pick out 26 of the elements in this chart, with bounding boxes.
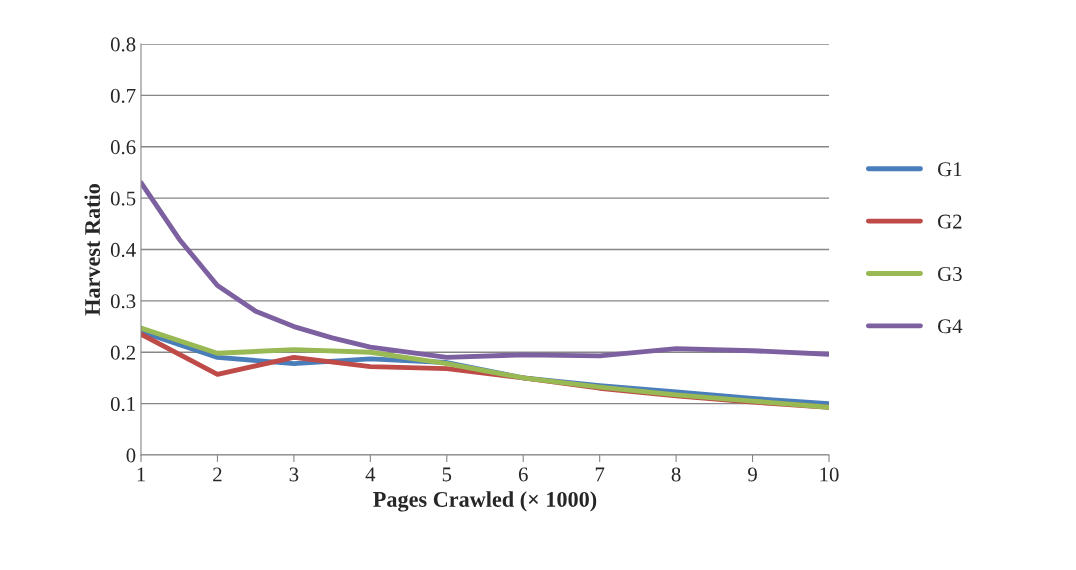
x-tick-label: 3 (289, 467, 299, 482)
y-axis-title: Harvest Ratio (84, 184, 101, 316)
x-tick-label: 10 (820, 467, 839, 482)
x-tick-label: 8 (671, 467, 681, 482)
y-tick-label: 0.7 (110, 88, 136, 103)
legend-label: G3 (938, 266, 962, 281)
line-series (141, 180, 829, 360)
x-tick-label: 7 (595, 467, 605, 482)
y-tick-label: 0.3 (110, 294, 136, 309)
y-tick-label: 0.8 (110, 37, 136, 52)
y-tick-label: 0.6 (110, 140, 136, 155)
y-tick-label: 0.4 (110, 242, 136, 258)
legend-label: G1 (938, 162, 962, 177)
x-axis-title: Pages Crawled (× 1000) (373, 491, 597, 512)
x-tick-label: 4 (365, 467, 376, 482)
legend-label: G2 (938, 214, 962, 229)
y-tick-label: 0.2 (110, 345, 135, 360)
x-tick-label: 9 (748, 467, 757, 482)
x-tick-label: 6 (518, 467, 528, 482)
y-tick-label: 0.5 (110, 191, 136, 206)
y-tick-label: 0.1 (110, 397, 135, 412)
x-tick-label: 5 (442, 467, 452, 482)
y-tick-label: 0 (126, 448, 136, 463)
legend-label: G4 (938, 319, 963, 334)
x-tick-label: 2 (213, 467, 222, 482)
x-tick-label: 1 (137, 467, 145, 482)
